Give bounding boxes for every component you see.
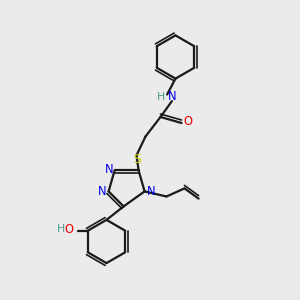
Text: N: N [168, 90, 176, 104]
Text: H: H [57, 224, 65, 235]
Text: S: S [133, 153, 141, 166]
Text: H: H [156, 92, 165, 102]
Text: N: N [147, 185, 155, 198]
Text: N: N [105, 163, 113, 176]
Text: N: N [98, 185, 106, 198]
Text: O: O [184, 115, 193, 128]
Text: O: O [65, 223, 74, 236]
